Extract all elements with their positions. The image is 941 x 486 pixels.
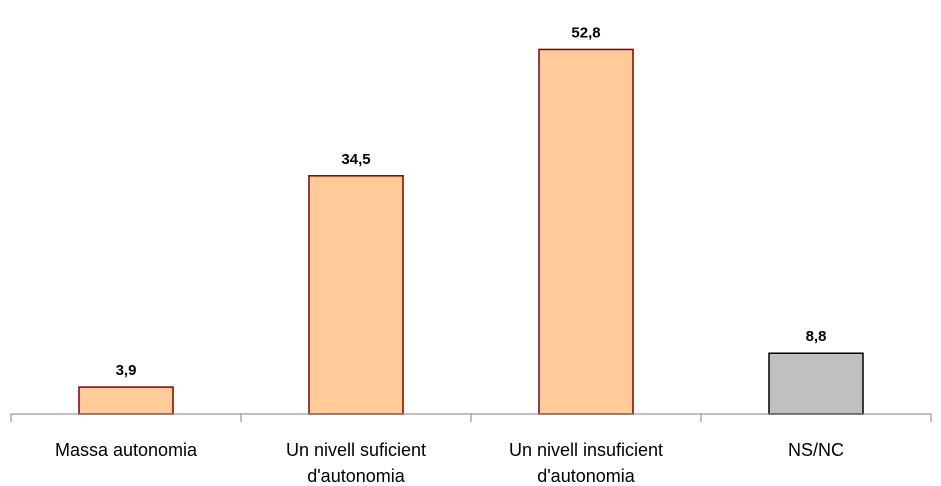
bar-1	[78, 386, 174, 415]
category-label-4: NS/NC	[788, 440, 844, 460]
category-labels-group: Massa autonomia Un nivell suficient d'auto…	[55, 440, 844, 486]
x-axis	[10, 413, 932, 422]
bar-2	[308, 175, 404, 415]
category-label-1: Massa autonomia	[55, 440, 198, 460]
bar-4	[768, 352, 864, 415]
value-label-2: 34,5	[341, 151, 370, 168]
category-label-2: Un nivell suficient d'autonomia	[286, 440, 426, 486]
value-label-4: 8,8	[806, 328, 827, 345]
category-label-3: Un nivell insuficient d'autonomia	[509, 440, 663, 486]
bar-3	[538, 48, 634, 415]
value-label-3: 52,8	[571, 24, 600, 41]
value-labels-group: 3,9 34,5 52,8 8,8	[116, 24, 827, 379]
value-label-1: 3,9	[116, 362, 137, 379]
bars-group	[78, 48, 864, 415]
